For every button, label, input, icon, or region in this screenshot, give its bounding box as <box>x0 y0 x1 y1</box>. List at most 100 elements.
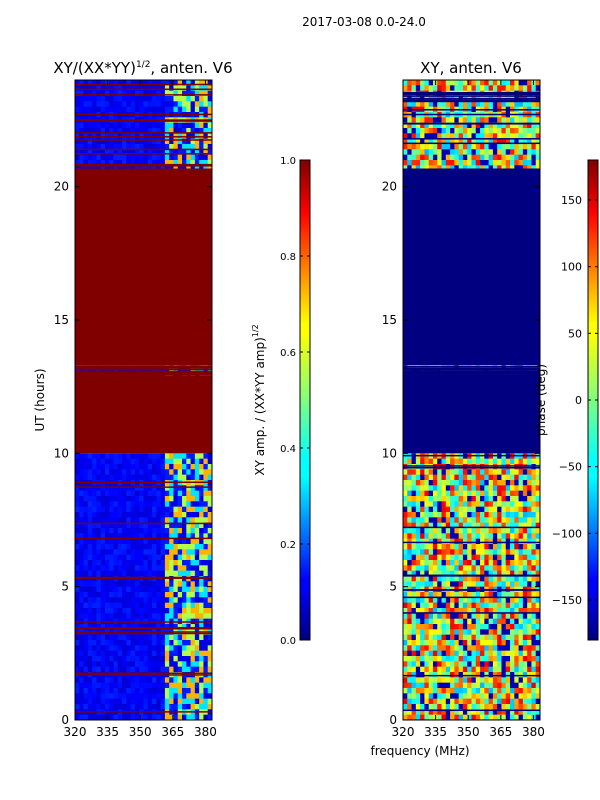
heatmap-cell <box>420 629 425 636</box>
heatmap-cell <box>415 613 421 620</box>
heatmap-cell <box>87 554 93 561</box>
heatmap-cell <box>143 581 149 588</box>
heatmap-cell <box>484 160 490 166</box>
heatmap-cell <box>522 576 528 582</box>
heatmap-cell <box>480 650 485 657</box>
heatmap-cell <box>407 677 413 684</box>
heatmap-cell <box>518 565 524 572</box>
heatmap-cell <box>407 480 413 486</box>
heatmap-cell <box>475 576 481 582</box>
heatmap-cell <box>420 666 425 673</box>
heatmap-cell <box>130 586 136 593</box>
heatmap-cell <box>450 522 455 529</box>
heatmap-cell <box>411 85 417 92</box>
heatmap-cell <box>420 554 425 561</box>
heatmap-cell <box>173 96 179 102</box>
heatmap-cell <box>445 570 451 577</box>
heatmap-cell <box>177 640 183 646</box>
heatmap-cell <box>510 661 515 668</box>
heatmap-cell <box>134 640 140 646</box>
heatmap-cell <box>403 570 408 577</box>
heatmap-cell <box>164 560 170 566</box>
heatmap-cell <box>203 682 209 689</box>
heatmap-cell <box>152 602 157 609</box>
heatmap-cell <box>527 122 532 129</box>
heatmap-cell <box>104 704 110 710</box>
heatmap-cell <box>182 597 187 604</box>
heatmap-cell <box>471 576 477 582</box>
heatmap-cell <box>169 666 174 673</box>
heatmap-cell <box>194 80 200 86</box>
heatmap-cell <box>475 533 481 540</box>
heatmap-cell <box>420 714 425 720</box>
heatmap-cell <box>407 688 413 694</box>
heatmap-cell <box>428 640 434 646</box>
heatmap-cell <box>152 528 157 534</box>
heatmap-cell <box>126 85 132 92</box>
heatmap-cell <box>510 602 515 609</box>
heatmap-cell <box>450 506 455 513</box>
heatmap-cell <box>87 501 93 508</box>
heatmap-cell <box>467 549 472 556</box>
heatmap-cell <box>130 485 136 492</box>
heatmap-cell <box>156 688 162 694</box>
heatmap-cell <box>79 101 85 108</box>
heatmap-cell <box>535 576 540 582</box>
heatmap-cell <box>152 661 157 668</box>
heatmap-cell <box>415 576 421 582</box>
heatmap-cell <box>186 165 192 169</box>
heatmap-cell <box>527 522 532 529</box>
heatmap-cell <box>122 149 127 156</box>
heatmap-cell <box>104 565 110 572</box>
heatmap-cell <box>164 634 170 641</box>
heatmap-cell <box>437 522 443 529</box>
y-tick-label: 20 <box>54 180 69 194</box>
heatmap-cell <box>420 570 425 577</box>
heatmap-cell <box>130 128 136 134</box>
heatmap-cell <box>458 533 464 540</box>
heatmap-cell <box>424 581 430 588</box>
heatmap-cell <box>156 90 162 97</box>
heatmap-cell <box>514 144 520 150</box>
heatmap-cell <box>445 640 451 646</box>
heatmap-cell <box>403 154 408 161</box>
heatmap-cell <box>535 549 540 556</box>
heatmap-cell <box>518 469 524 476</box>
heatmap-cell <box>207 458 212 465</box>
heatmap-cell <box>522 165 528 169</box>
heatmap-cell <box>522 693 528 700</box>
heatmap-cell <box>104 458 110 465</box>
heatmap-cell <box>403 517 408 524</box>
heatmap-cell <box>83 666 89 673</box>
heatmap-cell <box>177 592 183 598</box>
heatmap-cell <box>420 698 425 705</box>
heatmap-cell <box>445 581 451 588</box>
heatmap-cell <box>522 656 528 662</box>
heatmap-cell <box>420 133 425 140</box>
heatmap-cell <box>122 608 127 614</box>
heatmap-cell <box>462 549 468 556</box>
heatmap-cell <box>437 160 443 166</box>
heatmap-cell <box>194 581 200 588</box>
heatmap-cell <box>169 501 174 508</box>
heatmap-cell <box>432 576 438 582</box>
heatmap-cell <box>462 693 468 700</box>
heatmap-cell <box>173 469 179 476</box>
heatmap-cell <box>152 640 157 646</box>
heatmap-cell <box>454 117 460 124</box>
heatmap-cell <box>92 704 97 710</box>
heatmap-cell <box>514 538 520 545</box>
heatmap-cell <box>480 490 485 497</box>
heatmap-cell <box>87 160 93 166</box>
heatmap-cell <box>522 517 528 524</box>
heatmap-cell <box>199 538 204 545</box>
heatmap-cell <box>152 106 157 113</box>
heatmap-cell <box>420 624 425 630</box>
heatmap-cell <box>122 80 127 86</box>
heatmap-cell <box>454 709 460 716</box>
heatmap-cell <box>79 688 85 694</box>
heatmap-cell <box>510 656 515 662</box>
heatmap-cell <box>450 650 455 657</box>
heatmap-cell <box>207 138 212 145</box>
heatmap-cell <box>411 677 417 684</box>
